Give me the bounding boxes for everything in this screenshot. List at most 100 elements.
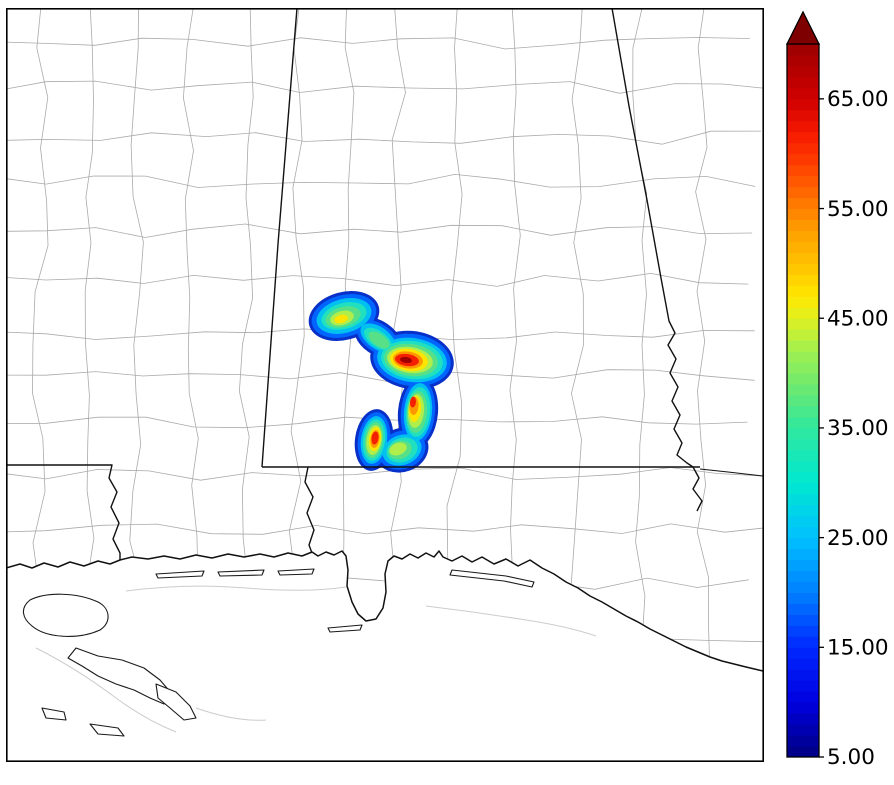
county-line xyxy=(6,80,763,94)
state-boundary-ms-al xyxy=(261,8,298,468)
state-boundary-ms-al-south xyxy=(304,466,315,554)
colorbar-cell xyxy=(787,219,819,231)
colorbar-cell xyxy=(787,602,819,615)
county-line xyxy=(182,8,199,671)
colorbar-cell xyxy=(787,701,819,714)
colorbar-cell xyxy=(787,54,819,67)
colorbar-cell xyxy=(787,43,819,56)
colorbar-cell xyxy=(787,383,819,396)
colorbar-cell xyxy=(787,515,819,528)
contour-shape xyxy=(389,442,407,456)
colorbar-cell xyxy=(787,471,819,484)
county-line xyxy=(509,8,525,671)
colorbar-cell xyxy=(787,197,819,210)
colorbar-cell xyxy=(787,131,819,144)
colorbar-cell xyxy=(787,570,819,582)
contour-shape xyxy=(334,314,348,324)
barrier-island-ms xyxy=(155,570,205,579)
colorbar-cell xyxy=(787,229,819,242)
colorbar-cell xyxy=(787,350,819,363)
county-line xyxy=(6,369,755,384)
state-boundary-al-ga xyxy=(611,8,694,468)
barrier-island-dauphin xyxy=(327,624,363,633)
county-line xyxy=(129,8,144,671)
colorbar-cell xyxy=(787,317,819,330)
colorbar-cell xyxy=(787,295,819,308)
colorbar-cell xyxy=(787,251,819,264)
colorbar-cell xyxy=(787,164,819,177)
coastal-features xyxy=(22,568,535,737)
colorbar-tick-label: 45.00 xyxy=(827,307,889,332)
colorbar-cell xyxy=(787,120,819,133)
heatmap-contours xyxy=(308,291,454,473)
county-line xyxy=(695,8,711,671)
colorbar-cell xyxy=(787,98,819,111)
colorbar-cell xyxy=(787,613,819,626)
colorbar-cell xyxy=(787,657,819,670)
county-line xyxy=(6,37,750,50)
colorbar-cell xyxy=(787,208,819,221)
delta-island xyxy=(41,707,67,721)
colorbar-cell xyxy=(787,690,819,703)
colorbar-cell xyxy=(787,186,819,199)
county-line xyxy=(6,272,749,287)
colorbar-extend-arrow xyxy=(785,10,821,45)
state-boundary-la-ms xyxy=(6,464,121,560)
contour-level-65 xyxy=(400,356,412,364)
state-boundaries xyxy=(6,8,764,560)
county-line xyxy=(6,173,756,188)
county-line xyxy=(570,8,587,671)
colorbar-cell xyxy=(787,427,819,440)
colorbar-cell xyxy=(787,240,819,253)
map-panel xyxy=(6,8,764,762)
offshore-contour-line xyxy=(125,585,347,592)
colorbar-cell xyxy=(787,482,819,495)
county-line xyxy=(6,467,763,481)
delta-island xyxy=(89,723,125,737)
county-line xyxy=(6,223,753,238)
county-line xyxy=(446,8,463,661)
colorbar-cell xyxy=(787,745,819,758)
colorbar-cell xyxy=(787,580,819,593)
colorbar-cell xyxy=(787,668,819,681)
colorbar-cell xyxy=(787,262,819,275)
colorbar: 65.00 55.00 45.00 35.00 25.00 15.00 5.00 xyxy=(785,10,889,770)
lake-pontchartrain xyxy=(22,593,109,637)
colorbar-cell xyxy=(787,493,819,506)
offshore-contour-line xyxy=(195,707,267,721)
offshore-contour-line xyxy=(35,647,177,733)
colorbar-cell xyxy=(787,723,819,736)
offshore-contours xyxy=(35,585,597,733)
colorbar-tick-label: 15.00 xyxy=(827,636,889,661)
colorbar-cell xyxy=(787,679,819,692)
colorbar-cell xyxy=(787,537,819,550)
barrier-island-ms xyxy=(277,568,315,576)
colorbar-cell xyxy=(787,504,819,517)
colorbar-cell xyxy=(787,87,819,100)
offshore-contour-line xyxy=(425,605,597,637)
colorbar-body xyxy=(785,10,824,758)
colorbar-cell xyxy=(787,405,819,418)
colorbar-cell xyxy=(787,372,819,385)
county-line xyxy=(6,523,763,535)
county-line xyxy=(6,130,761,145)
colorbar-cell xyxy=(787,142,819,155)
barrier-island-ms xyxy=(217,569,265,577)
colorbar-tick-label: 35.00 xyxy=(827,416,889,441)
colorbar-cell xyxy=(787,712,819,725)
colorbar-cell xyxy=(787,76,819,89)
map-frame xyxy=(6,8,764,762)
colorbar-cell xyxy=(787,734,819,747)
colorbar-cell xyxy=(787,635,819,648)
county-line xyxy=(84,8,95,671)
county-line xyxy=(288,8,305,671)
colorbar-cell xyxy=(787,559,819,572)
colorbar-cell xyxy=(787,548,819,561)
colorbar-tick-labels: 65.00 55.00 45.00 35.00 25.00 15.00 5.00 xyxy=(827,87,889,770)
colorbar-tick-label: 55.00 xyxy=(827,197,889,222)
colorbar-cell xyxy=(787,65,819,78)
colorbar-cell xyxy=(787,416,819,429)
colorbar-cell xyxy=(787,339,819,352)
colorbar-cell xyxy=(787,361,819,374)
